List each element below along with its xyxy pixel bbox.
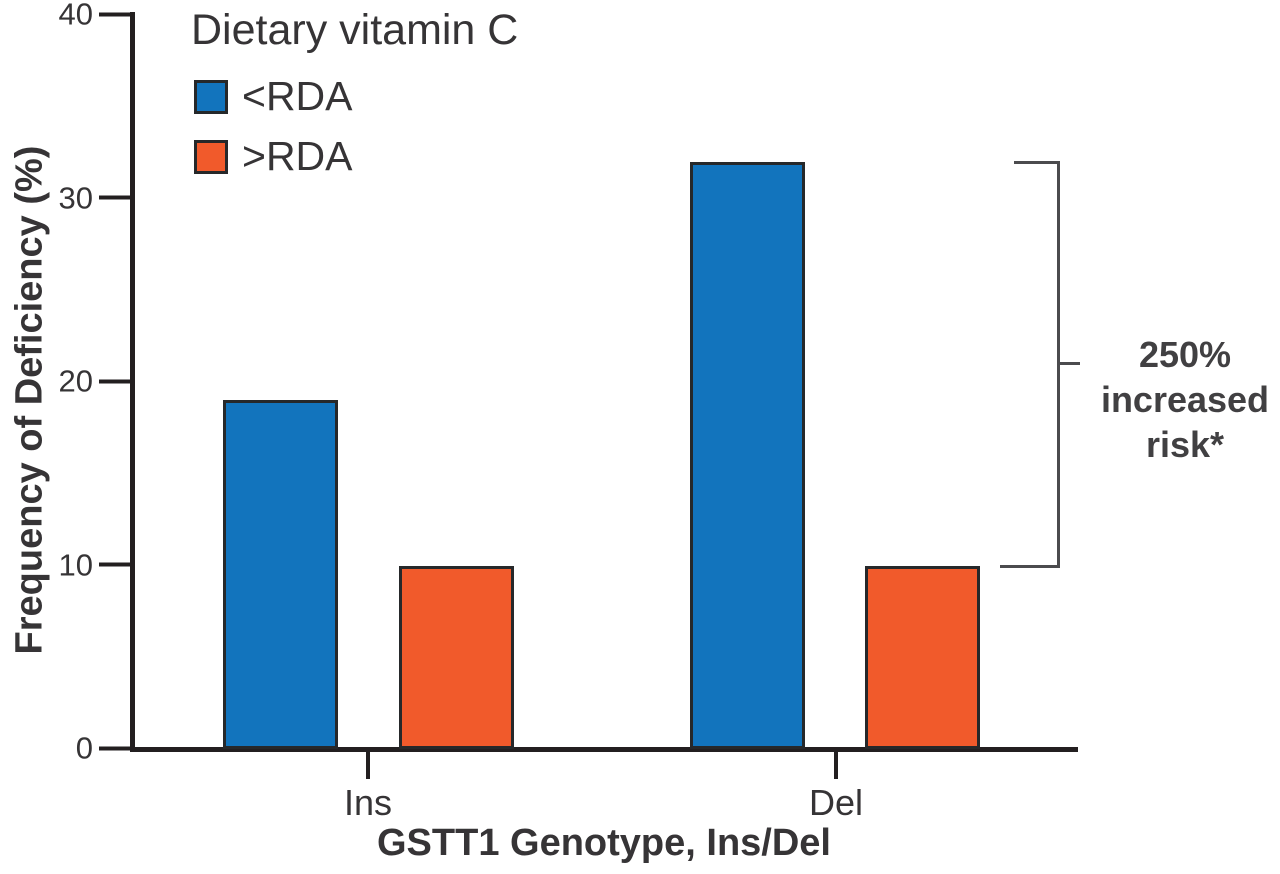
bracket-bottom-line [1000, 564, 1060, 568]
x-axis-line [130, 747, 1078, 752]
y-tick-mark [99, 746, 130, 750]
bar-del-below-rda [690, 161, 805, 749]
y-axis-line [130, 12, 135, 752]
y-tick-20: 20 [0, 366, 130, 397]
y-tick-label: 0 [75, 730, 93, 766]
legend-item-below-rda: <RDA [194, 76, 353, 117]
risk-annotation-line-2: increased [1100, 379, 1270, 420]
bar-ins-below-rda [223, 400, 338, 749]
legend-swatch-orange [194, 139, 228, 174]
bracket-middle-tick [1057, 361, 1080, 365]
y-tick-mark [99, 562, 130, 567]
y-tick-30: 30 [0, 182, 130, 213]
bar-del-above-rda [865, 565, 980, 749]
y-tick-0: 0 [0, 733, 130, 764]
x-category-label-del: Del [808, 782, 864, 823]
risk-annotation: 250% increased risk* [1090, 332, 1280, 467]
legend-title: Dietary vitamin C [191, 6, 519, 54]
risk-annotation-line-3: risk* [1145, 424, 1225, 465]
legend-label: >RDA [242, 133, 353, 179]
y-tick-label: 30 [58, 180, 93, 215]
y-tick-10: 10 [0, 549, 130, 580]
legend-label: <RDA [242, 73, 353, 119]
legend-swatch-blue [194, 79, 228, 114]
y-tick-40: 40 [0, 0, 130, 30]
bracket-top-line [1014, 160, 1060, 164]
y-tick-label: 40 [58, 0, 93, 32]
x-tick-mark-ins [366, 751, 370, 779]
x-tick-mark-del [834, 751, 838, 779]
y-tick-mark [99, 12, 130, 16]
y-tick-mark [99, 195, 130, 200]
y-tick-label: 20 [58, 363, 93, 399]
bar-ins-above-rda [399, 565, 514, 749]
risk-annotation-line-1: 250% [1138, 334, 1232, 375]
y-tick-mark [99, 379, 130, 383]
legend-item-above-rda: >RDA [194, 136, 353, 177]
x-category-label-ins: Ins [343, 782, 393, 823]
y-tick-label: 10 [58, 547, 93, 582]
x-axis-title: GSTT1 Genotype, Ins/Del [377, 822, 831, 864]
